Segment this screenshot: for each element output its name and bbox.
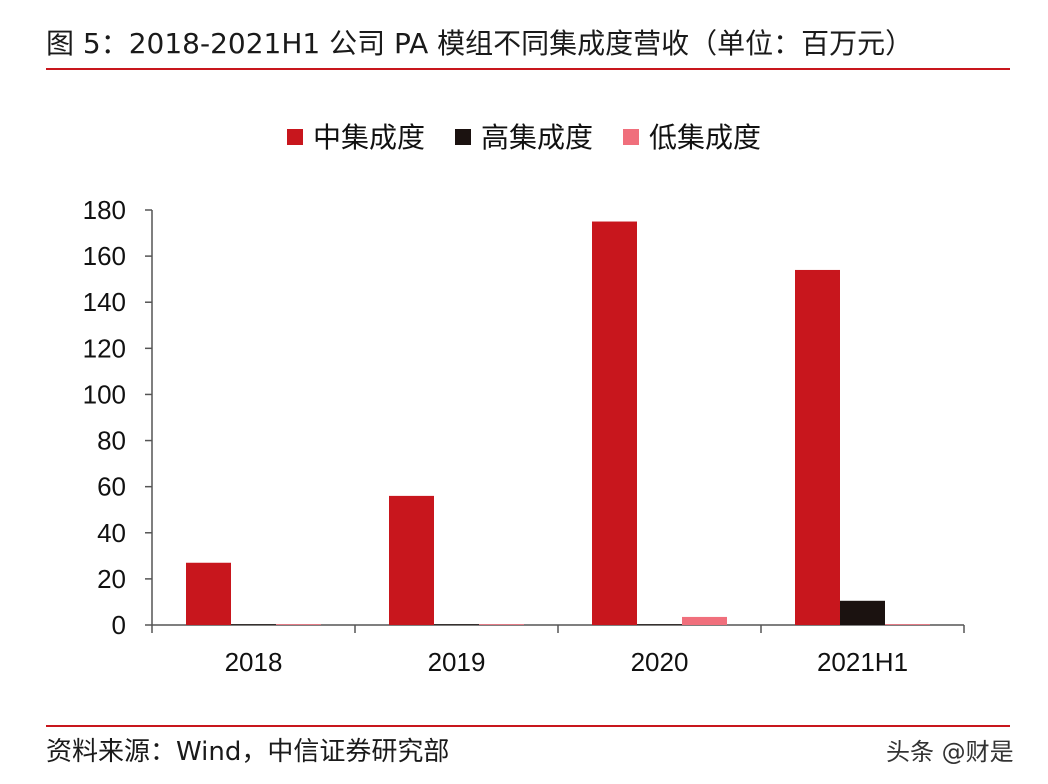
y-tick-label: 120: [83, 333, 126, 363]
y-tick-label: 0: [112, 610, 126, 640]
source-divider: [46, 725, 1010, 727]
y-axis: 0 20 40 60 80 100 120 140 160 180: [83, 195, 153, 640]
bar-chart: 中集成度 高集成度 低集成度 0 20 40 60 80 100 120 140 160 180 20…: [83, 121, 965, 677]
bar-2019-series-1: [434, 624, 479, 625]
y-tick-label: 80: [97, 426, 126, 456]
bar-2021h1-series-0: [795, 269, 840, 625]
y-tick-label: 140: [83, 287, 126, 317]
watermark: 头条 @财是: [886, 738, 1014, 766]
y-tick-label: 60: [97, 472, 126, 502]
legend-swatch-0: [287, 129, 303, 145]
bar-2021h1-series-2: [885, 624, 930, 625]
bars: [186, 221, 930, 625]
bar-2020-series-1: [637, 624, 682, 625]
title-divider: [46, 68, 1010, 70]
legend-swatch-1: [455, 129, 471, 145]
bar-2020-series-0: [592, 221, 637, 625]
bar-2018-series-2: [276, 624, 321, 625]
source-note: 资料来源：Wind，中信证券研究部: [46, 737, 450, 767]
bar-2020-series-2: [682, 616, 727, 625]
x-tick-label: 2019: [428, 647, 486, 677]
legend-label-2: 低集成度: [649, 121, 761, 154]
bar-2019-series-0: [389, 495, 434, 625]
legend-label-0: 中集成度: [313, 121, 425, 154]
x-tick-label: 2021H1: [817, 647, 908, 677]
x-tick-label: 2020: [631, 647, 689, 677]
y-tick-label: 40: [97, 518, 126, 548]
legend-label-1: 高集成度: [481, 121, 593, 154]
bar-2018-series-0: [186, 562, 231, 625]
y-tick-label: 180: [83, 195, 126, 225]
bar-2018-series-1: [231, 624, 276, 625]
legend: 中集成度 高集成度 低集成度: [287, 121, 761, 154]
y-tick-label: 160: [83, 241, 126, 271]
y-tick-label: 100: [83, 379, 126, 409]
figure-title: 图 5：2018-2021H1 公司 PA 模组不同集成度营收（单位：百万元）: [46, 27, 914, 60]
y-tick-label: 20: [97, 564, 126, 594]
bar-2021h1-series-1: [840, 600, 885, 625]
legend-swatch-2: [623, 129, 639, 145]
bar-2019-series-2: [479, 624, 524, 625]
x-tick-label: 2018: [225, 647, 283, 677]
x-axis: 2018 2019 2020 2021H1: [151, 624, 965, 677]
